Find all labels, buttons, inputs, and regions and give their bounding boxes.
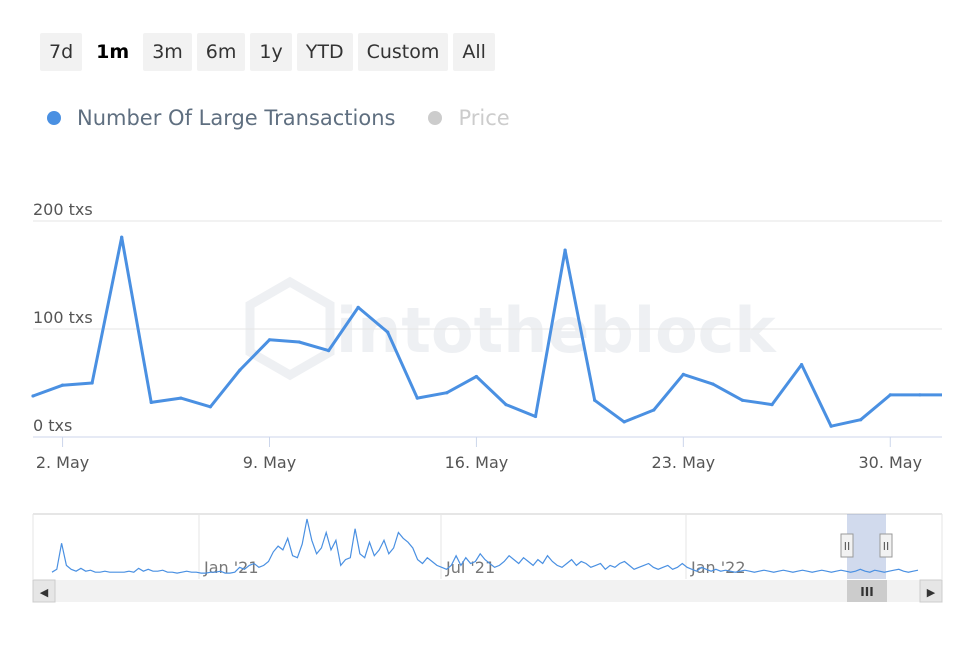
data-point (859, 418, 863, 422)
navigator-series-line (51, 518, 919, 574)
legend-label: Number Of Large Transactions (77, 106, 396, 130)
y-tick-label: 0 txs (33, 416, 72, 435)
data-point (504, 403, 508, 407)
navigator-date-label: Jul '21 (445, 558, 495, 577)
series-number-of-large-transactions (31, 235, 942, 428)
data-point (681, 372, 685, 376)
data-point (918, 393, 922, 397)
range-button-1m[interactable]: 1m (87, 33, 139, 71)
data-point (208, 405, 212, 409)
y-axis: 0 txs 100 txs 200 txs (33, 200, 93, 435)
data-point (267, 338, 272, 342)
data-point (120, 235, 124, 239)
data-point (799, 363, 804, 367)
chart-legend: Number Of Large Transactions Price (40, 106, 536, 130)
range-button-all[interactable]: All (453, 33, 495, 71)
navigator-date-label: Jan '21 (203, 558, 259, 577)
handle-grip-icon: II (844, 540, 851, 553)
x-tick-label: 30. May (858, 453, 922, 472)
scroll-right-button[interactable] (919, 579, 943, 603)
data-point (60, 383, 65, 387)
data-point (622, 420, 626, 424)
x-axis: 2. May 9. May 16. May 23. May 30. May (36, 437, 922, 472)
data-point (90, 381, 94, 385)
data-point (711, 382, 715, 386)
data-point (415, 396, 419, 400)
grid-lines (33, 220, 942, 438)
data-point (386, 330, 390, 334)
range-button-1y[interactable]: 1y (250, 33, 292, 71)
arrow-left-icon: ◀ (40, 586, 49, 599)
data-point (770, 403, 774, 407)
data-point (888, 393, 892, 397)
range-button-6m[interactable]: 6m (196, 33, 246, 71)
legend-dot-icon (428, 111, 443, 125)
handle-grip-icon: II (883, 540, 890, 553)
legend-label: Price (458, 106, 510, 130)
range-selector: 7d 1m 3m 6m 1y YTD Custom All (40, 33, 495, 71)
data-point (593, 398, 597, 402)
data-point (238, 368, 242, 372)
navigator-date-label: Jan '22 (690, 558, 746, 577)
range-button-ytd[interactable]: YTD (296, 33, 353, 71)
x-tick-label: 23. May (652, 453, 716, 472)
navigator[interactable]: Jan '21 Jul '21 Jan '22 II II ◀ ▶ III (32, 513, 943, 603)
y-tick-label: 200 txs (33, 200, 93, 219)
data-point (445, 391, 449, 395)
navigator-right-handle[interactable]: II (879, 533, 893, 558)
legend-item-0[interactable]: Number Of Large Transactions (40, 106, 395, 130)
watermark: intotheblock (245, 276, 777, 381)
data-point (829, 424, 833, 428)
data-point (740, 398, 745, 402)
series-line (32, 235, 942, 428)
data-point (327, 349, 331, 353)
y-tick-label: 100 txs (33, 308, 93, 327)
x-tick-label: 9. May (243, 453, 296, 472)
x-tick-label: 2. May (36, 453, 89, 472)
data-point (533, 414, 538, 419)
data-point (356, 305, 360, 309)
legend-dot-icon (47, 111, 61, 125)
x-tick-label: 16. May (445, 453, 509, 472)
range-button-3m[interactable]: 3m (143, 33, 192, 71)
scrollbar-thumb[interactable] (847, 580, 887, 602)
navigator-left-handle[interactable]: II (840, 533, 854, 558)
scrollbar-track[interactable] (33, 580, 942, 602)
data-point (179, 396, 183, 400)
legend-item-1[interactable]: Price (421, 106, 510, 130)
watermark-text: intotheblock (336, 294, 777, 367)
range-button-custom[interactable]: Custom (357, 33, 449, 71)
scrollbar-grip-icon: III (860, 585, 873, 599)
data-point (652, 408, 656, 412)
data-point (149, 400, 153, 405)
arrow-right-icon: ▶ (927, 586, 936, 599)
data-point (474, 374, 479, 379)
scroll-left-button[interactable] (32, 579, 56, 603)
data-point (31, 394, 35, 398)
data-point (563, 248, 567, 252)
watermark-logo-icon (245, 276, 335, 381)
data-point (297, 340, 301, 344)
range-button-7d[interactable]: 7d (40, 33, 83, 71)
